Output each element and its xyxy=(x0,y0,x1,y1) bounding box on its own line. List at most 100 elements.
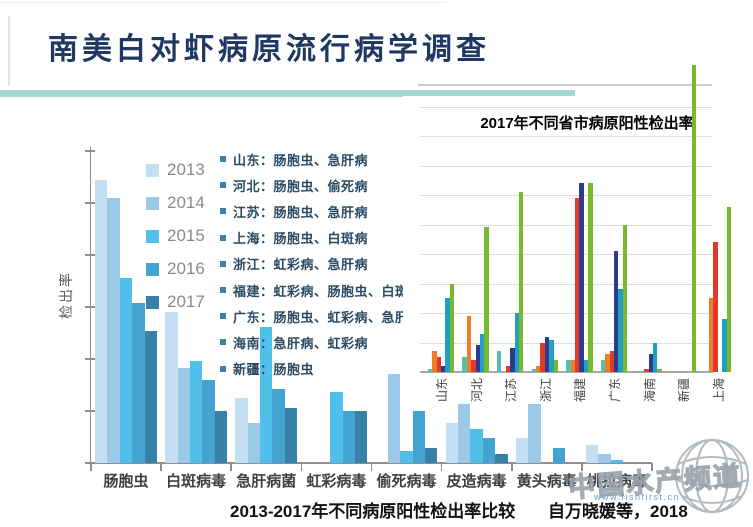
inset-x-category-label: 河北 xyxy=(469,378,484,403)
globe-icon xyxy=(675,439,749,513)
year-legend-label: 2015 xyxy=(167,226,205,245)
bar-2014-急肝病菌 xyxy=(247,422,261,463)
year-legend-item: 2016 xyxy=(146,259,205,279)
watermark: 中国水产频道 www.fishfirst.cn xyxy=(560,432,753,527)
year-legend-item: 2014 xyxy=(146,193,205,213)
bar-2014-黄头病毒 xyxy=(528,404,541,463)
decorative-line-top xyxy=(418,84,712,86)
inset-x-category-label: 新疆 xyxy=(676,378,691,403)
province-legend-item: 新疆：肠胞虫 xyxy=(220,360,314,378)
province-legend-bullet xyxy=(220,339,226,346)
province-legend-label: 山东：肠胞虫、急肝病 xyxy=(233,152,369,168)
bar-2013-黄头病毒 xyxy=(515,438,529,463)
province-legend-bullet xyxy=(220,208,226,215)
province-legend-label: 浙江：虹彩病、急肝病 xyxy=(233,257,369,273)
x-axis-tick xyxy=(230,463,233,471)
year-legend-item: 2013 xyxy=(146,160,205,180)
province-legend-label: 江苏：肠胞虫、急肝病 xyxy=(233,204,369,220)
y-axis-tick xyxy=(85,462,95,464)
year-legend-label: 2013 xyxy=(167,160,205,179)
x-axis-tick xyxy=(160,463,162,471)
bar-2015-偷死病毒 xyxy=(400,450,413,463)
y-axis-tick xyxy=(85,202,95,204)
bar-2017-偷死病毒 xyxy=(425,447,438,463)
left-border-line xyxy=(8,16,10,86)
bar-2017-肠胞虫 xyxy=(144,330,157,463)
province-legend-item: 福建：虹彩病、肠胞虫、白斑病 xyxy=(220,281,422,299)
bar-2017-急肝病菌 xyxy=(284,407,298,463)
inset-x-category-label: 江苏 xyxy=(503,378,518,403)
year-legend-label: 2014 xyxy=(167,193,205,212)
bar-2015-肠胞虫 xyxy=(119,278,133,463)
bar-2016-急肝病菌 xyxy=(272,389,285,463)
bar-2013-白斑病毒 xyxy=(165,312,178,463)
x-category-label: 虹彩病毒 xyxy=(306,473,367,490)
y-axis-label: 检出率 xyxy=(58,269,74,321)
y-axis-label-text: 检出率 xyxy=(58,271,74,319)
province-legend-item: 浙江：虹彩病、急肝病 xyxy=(220,255,368,273)
province-legend-label: 河北：肠胞虫、偷死病 xyxy=(233,178,369,194)
inset-chart-panel xyxy=(403,96,753,374)
year-legend-label: 2017 xyxy=(167,292,205,311)
year-legend-item: 2017 xyxy=(146,292,205,312)
bar-2016-肠胞虫 xyxy=(132,302,145,463)
inset-x-category-label: 浙江 xyxy=(538,378,553,403)
bar-2017-白斑病毒 xyxy=(214,410,228,463)
x-category-label: 皮造病毒 xyxy=(446,473,507,490)
x-axis-tick xyxy=(300,463,303,471)
x-category-label: 偷死病毒 xyxy=(376,473,437,490)
bar-2016-虹彩病毒 xyxy=(342,410,355,463)
province-legend-item: 海南：急肝病、虹彩病 xyxy=(220,333,368,351)
province-legend-item: 河北：肠胞虫、偷死病 xyxy=(220,176,368,194)
inset-x-category-label: 山东 xyxy=(434,378,449,403)
bar-2015-急肝病菌 xyxy=(260,327,273,463)
inset-x-category-label: 福建 xyxy=(572,378,587,403)
province-legend-item: 上海：肠胞虫、白斑病 xyxy=(220,229,368,247)
inset-x-category-label: 海南 xyxy=(642,378,657,403)
bar-2016-皮造病毒 xyxy=(482,438,496,463)
y-axis-tick xyxy=(85,358,95,360)
inset-x-category-label: 广东 xyxy=(607,378,622,403)
bar-2017-虹彩病毒 xyxy=(354,410,368,463)
province-legend-label: 海南：急肝病、虹彩病 xyxy=(233,335,369,351)
x-axis-tick xyxy=(440,463,443,471)
x-category-label: 白斑病毒 xyxy=(166,473,227,490)
province-legend-item: 广东：肠胞虫、虹彩病、急肝病 xyxy=(220,307,422,325)
x-category-label: 肠胞虫 xyxy=(103,473,149,490)
top-border-line xyxy=(0,2,446,3)
inset-x-category-label: 上海 xyxy=(711,378,726,403)
year-legend-swatch xyxy=(146,295,159,309)
year-legend-label: 2016 xyxy=(167,259,205,278)
province-legend-label: 上海：肠胞虫、白斑病 xyxy=(233,231,369,247)
province-legend-bullet xyxy=(220,182,226,189)
bar-2014-白斑病毒 xyxy=(177,367,190,463)
province-legend-bullet xyxy=(220,156,226,162)
year-legend-swatch xyxy=(146,229,159,243)
bar-2014-肠胞虫 xyxy=(107,198,120,463)
province-legend-bullet xyxy=(220,260,226,267)
y-axis-tick xyxy=(85,410,95,412)
year-legend-swatch xyxy=(146,262,159,276)
year-legend-swatch xyxy=(146,196,159,210)
province-legend-bullet xyxy=(220,313,226,320)
y-axis-line xyxy=(89,147,92,469)
bar-2013-皮造病毒 xyxy=(445,422,459,463)
title-underline-bar xyxy=(0,90,575,97)
province-legend-label: 福建：虹彩病、肠胞虫、白斑病 xyxy=(233,283,423,299)
bar-2015-虹彩病毒 xyxy=(330,392,343,463)
bar-2014-皮造病毒 xyxy=(458,404,471,463)
province-legend-label: 新疆：肠胞虫 xyxy=(233,362,315,378)
bar-2015-白斑病毒 xyxy=(189,361,203,463)
watermark-url: www.fishfirst.cn xyxy=(594,492,681,502)
bar-2013-肠胞虫 xyxy=(95,179,108,463)
bar-2016-白斑病毒 xyxy=(202,379,215,463)
x-axis-tick xyxy=(370,463,373,471)
province-legend-bullet xyxy=(220,365,226,372)
bar-2016-偷死病毒 xyxy=(412,410,426,463)
province-legend-label: 广东：肠胞虫、虹彩病、急肝病 xyxy=(233,309,423,325)
main-chart-caption: 2013-2017年不同病原阳性检出率比较 xyxy=(230,502,516,521)
bar-2014-偷死病毒 xyxy=(387,373,401,463)
province-legend-bullet xyxy=(220,287,226,293)
y-axis-tick xyxy=(85,254,95,256)
